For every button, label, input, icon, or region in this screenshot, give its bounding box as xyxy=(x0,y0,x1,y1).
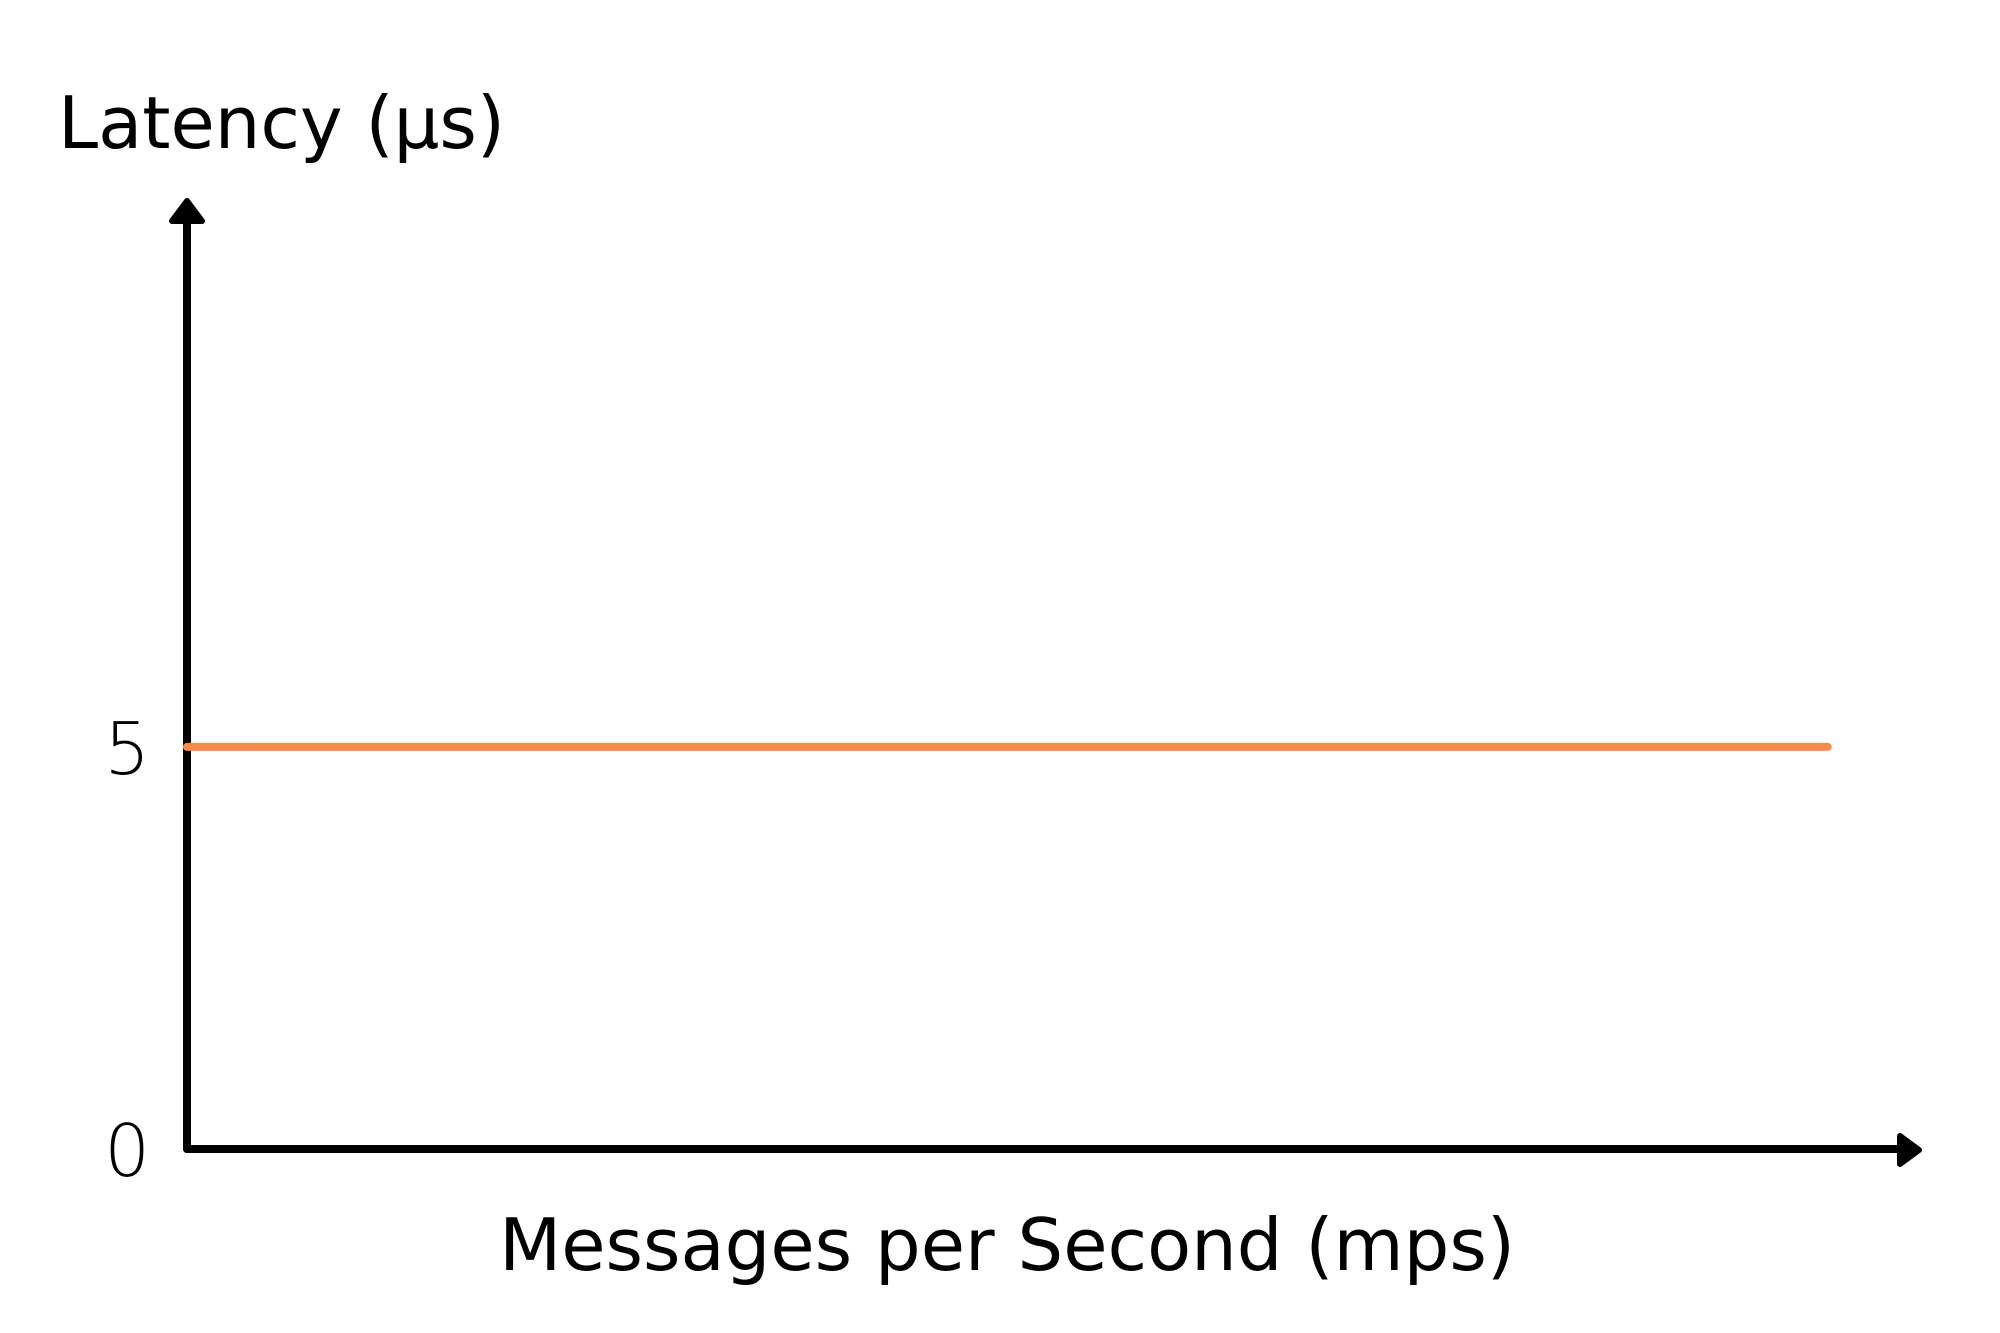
x-axis-arrow-icon xyxy=(1897,1133,1922,1167)
y-axis xyxy=(169,198,205,1153)
y-tick-label: 0 xyxy=(104,1109,150,1193)
y-tick-labels: 05 xyxy=(104,707,150,1193)
y-axis-title: Latency (µs) xyxy=(58,81,505,165)
x-axis xyxy=(183,1133,1922,1167)
x-axis-title: Messages per Second (mps) xyxy=(499,1203,1515,1287)
y-axis-arrow-icon xyxy=(169,198,205,224)
y-tick-label: 5 xyxy=(104,707,150,791)
